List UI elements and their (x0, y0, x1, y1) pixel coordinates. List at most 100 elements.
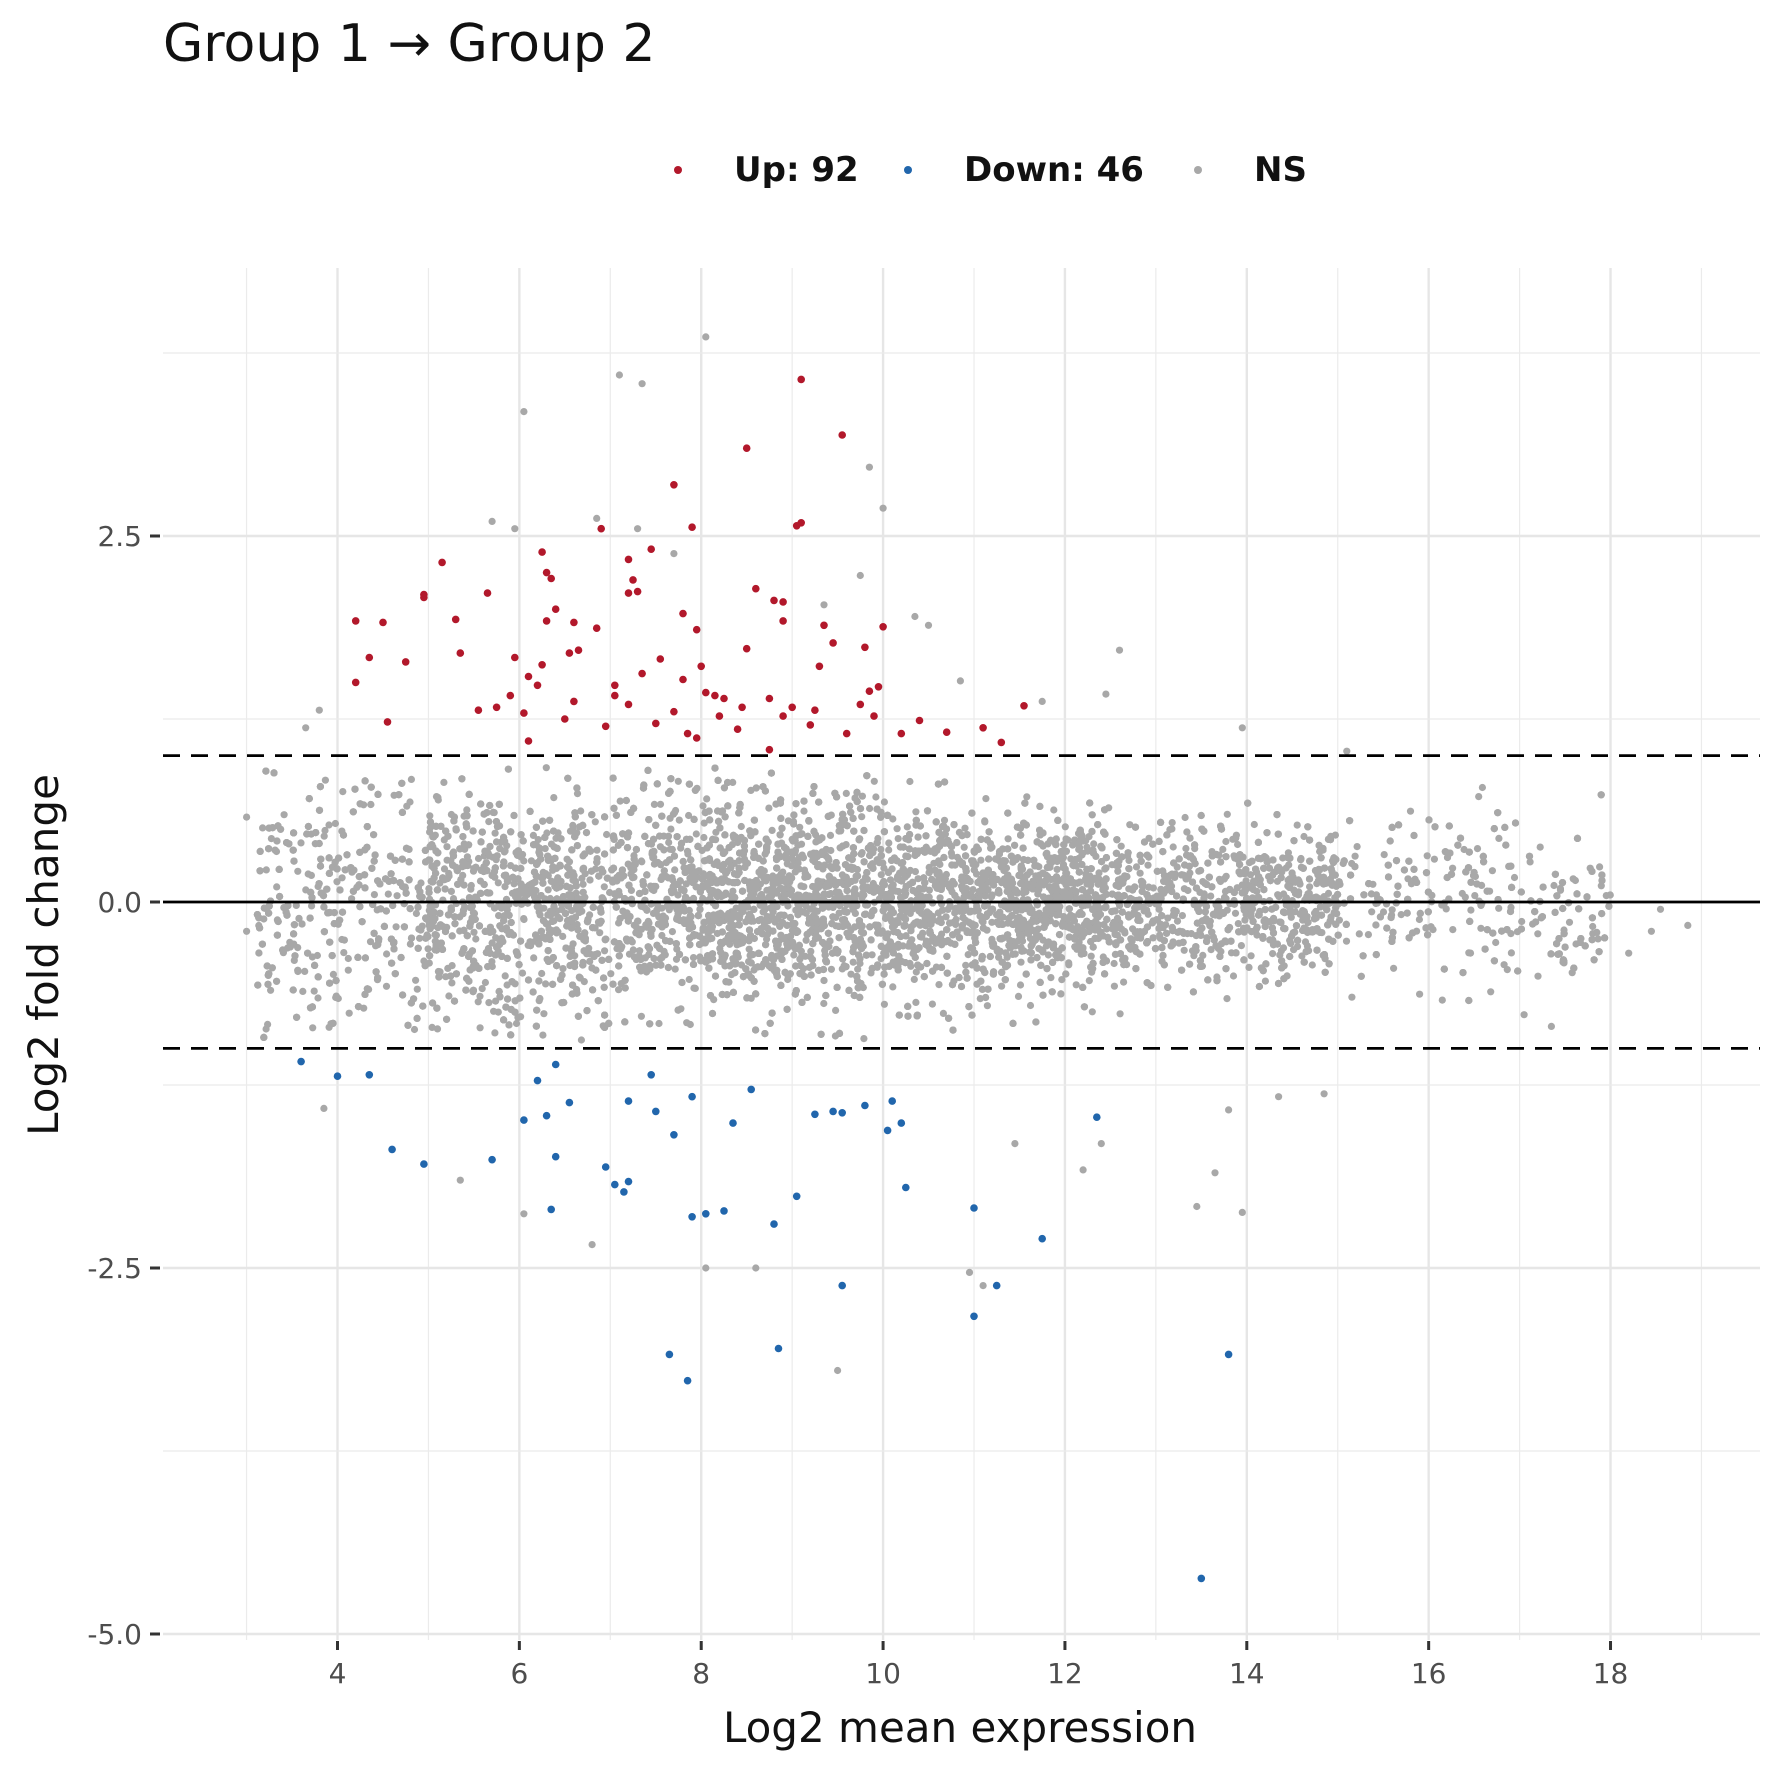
ns-point (1594, 935, 1602, 943)
ns-point (832, 1006, 840, 1015)
ns-point (320, 832, 328, 840)
ns-point (685, 811, 693, 820)
ns-point (935, 981, 943, 989)
ns-point (1207, 892, 1215, 900)
ns-point (912, 808, 920, 816)
ns-point (1114, 867, 1122, 875)
ns-point (637, 1012, 646, 1020)
legend-label-down: Down: 46 (964, 150, 1144, 190)
ns-point (962, 961, 970, 969)
ns-point (313, 951, 321, 960)
ns-point (629, 946, 637, 954)
ns-point (294, 867, 302, 875)
ns-point (579, 880, 587, 888)
ns-point (936, 894, 944, 902)
ns-point (444, 964, 452, 973)
ns-point (1044, 951, 1052, 959)
ns-point (1430, 855, 1438, 863)
ns-point (314, 994, 322, 1002)
ns-point (796, 955, 804, 963)
ns-point (550, 794, 558, 802)
ns-point (1166, 826, 1174, 834)
ns-point (872, 793, 880, 801)
ns-point (410, 1025, 419, 1034)
ns-point (1495, 834, 1503, 843)
ns-point (593, 846, 601, 854)
ns-point (366, 938, 375, 946)
ns-point (1169, 843, 1177, 851)
ns-point (1487, 988, 1495, 996)
ns-point (784, 817, 793, 825)
ns-point (671, 965, 679, 973)
ns-point (527, 857, 536, 865)
ns-point (1495, 904, 1503, 912)
ns-point (492, 997, 500, 1005)
ns-point (1261, 977, 1269, 985)
ns-point (1507, 949, 1515, 957)
ns-point (1117, 842, 1125, 850)
ns-point (790, 951, 798, 959)
ns-point (412, 909, 420, 918)
ns-point (1388, 906, 1396, 914)
ns-point (273, 883, 281, 891)
ns-point (1245, 963, 1253, 972)
ns-point (280, 811, 288, 819)
ns-point (877, 845, 885, 854)
ns-point (440, 865, 449, 873)
ns-point (805, 963, 814, 972)
ns-point (384, 890, 392, 898)
ns-point (1308, 961, 1316, 969)
ns-point (692, 830, 700, 838)
ns-point (325, 821, 333, 829)
ns-point (1136, 869, 1144, 877)
ns-point (839, 955, 847, 963)
ns-point (1253, 931, 1261, 939)
ns-point (1589, 922, 1597, 931)
ns-point (1265, 864, 1274, 872)
ns-point (538, 969, 546, 978)
ns-point (546, 894, 554, 903)
ns-point (1565, 918, 1574, 926)
ns-point (339, 788, 347, 796)
grid-lines (163, 268, 1760, 1640)
ns-point (344, 954, 352, 963)
ns-point (1536, 843, 1544, 851)
ns-point (671, 866, 679, 874)
ns-point (638, 858, 646, 866)
ns-point (403, 802, 411, 810)
ns-point (1351, 852, 1359, 860)
ns-point (616, 797, 624, 805)
ns-point (333, 878, 341, 886)
ns-point (790, 820, 798, 828)
ns-point (674, 777, 682, 785)
ns-point (1518, 917, 1526, 926)
ns-point (912, 968, 920, 976)
ns-point (1207, 946, 1215, 954)
ns-point (1085, 977, 1093, 985)
ns-point (1449, 864, 1457, 872)
ns-point (1465, 949, 1473, 957)
ns-point (586, 957, 594, 966)
ns-point (1449, 926, 1457, 934)
ns-point (299, 987, 307, 996)
ns-point (262, 866, 270, 874)
ns-point (407, 775, 415, 784)
ns-point (998, 982, 1006, 990)
ns-point (1550, 881, 1558, 890)
ns-point (1223, 810, 1231, 818)
ns-point (729, 887, 737, 895)
ns-point (1014, 992, 1023, 1001)
ns-point (1306, 883, 1314, 891)
ns-point (737, 822, 745, 831)
ns-point (332, 992, 340, 1000)
ns-point (470, 928, 478, 936)
ns-point (868, 951, 876, 959)
ns-point (885, 839, 893, 847)
ns-point (329, 970, 337, 979)
ns-point (426, 828, 434, 836)
ns-point (1342, 937, 1351, 945)
ns-point (1368, 908, 1376, 916)
ns-point (1241, 916, 1249, 924)
ns-point (445, 992, 453, 1000)
ns-point (596, 929, 604, 937)
